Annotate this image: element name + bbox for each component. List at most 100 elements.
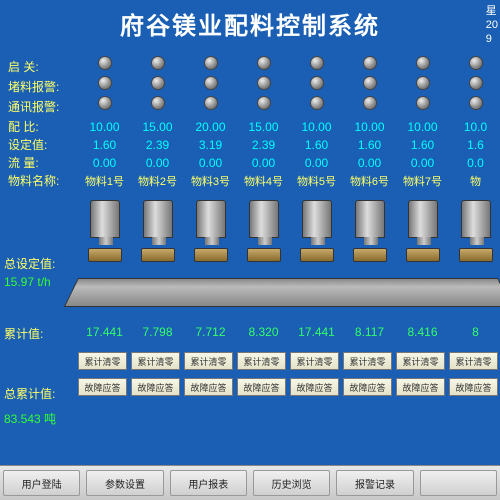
fault-button[interactable]: 故障应答 (131, 378, 180, 396)
fault-button[interactable]: 故障应答 (184, 378, 233, 396)
cum-label: 累计值: (4, 325, 43, 342)
material-name: 物料3号 (191, 176, 230, 188)
label-matname: 物料名称: (8, 172, 59, 189)
feeder-icon (353, 248, 387, 262)
fault-button[interactable]: 故障应答 (396, 378, 445, 396)
indicator-lamp[interactable] (416, 56, 430, 70)
indicator-lamp[interactable] (416, 96, 430, 110)
ratio-value: 15.00 (248, 120, 278, 134)
indicator-lamp[interactable] (310, 56, 324, 70)
silo (184, 200, 237, 262)
label-start: 启 关: (8, 58, 39, 75)
fault-button[interactable]: 故障应答 (237, 378, 286, 396)
clock-l1: 星 (486, 4, 498, 18)
set-value: 1.6 (467, 138, 484, 152)
feeder-icon (406, 248, 440, 262)
indicator-lamp[interactable] (257, 96, 271, 110)
nav-button[interactable]: 参数设置 (86, 470, 163, 496)
flow-value: 0.00 (93, 156, 116, 170)
ratio-value: 10.00 (354, 120, 384, 134)
zero-button[interactable]: 累计清零 (184, 352, 233, 370)
fault-button[interactable]: 故障应答 (343, 378, 392, 396)
zero-button-row: 累计清零累计清零累计清零累计清零累计清零累计清零累计清零累计清零 (78, 352, 500, 370)
tank-icon (355, 200, 385, 238)
indicator-lamp[interactable] (257, 56, 271, 70)
indicator-lamp[interactable] (363, 56, 377, 70)
clock-l2: 20 (486, 18, 498, 32)
set-value: 1.60 (93, 138, 116, 152)
zero-button[interactable]: 累计清零 (78, 352, 127, 370)
indicator-lamp[interactable] (469, 56, 483, 70)
tank-icon (461, 200, 491, 238)
indicator-lamp[interactable] (151, 76, 165, 90)
name-row: 物料1号物料2号物料3号物料4号物料5号物料6号物料7号物 (78, 172, 500, 190)
material-name: 物料5号 (297, 176, 336, 188)
feeder-icon (247, 248, 281, 262)
page-title: 府谷镁业配料控制系统 (0, 0, 500, 41)
indicator-lamp[interactable] (310, 76, 324, 90)
indicator-lamp[interactable] (363, 76, 377, 90)
zero-button[interactable]: 累计清零 (131, 352, 180, 370)
feeder-icon (141, 248, 175, 262)
indicator-lamp[interactable] (204, 76, 218, 90)
total-set-value: 15.97 t/h (4, 275, 51, 289)
indicator-lamp[interactable] (151, 56, 165, 70)
indicator-lamp[interactable] (363, 96, 377, 110)
silo-row (78, 200, 500, 262)
cum-value: 7.798 (131, 325, 184, 339)
cum-row: 17.4417.7987.7128.32017.4418.1178.4168 (78, 325, 500, 339)
fault-button[interactable]: 故障应答 (449, 378, 498, 396)
nav-button[interactable]: 历史浏览 (253, 470, 330, 496)
indicator-lamp[interactable] (310, 96, 324, 110)
indicator-lamp[interactable] (469, 96, 483, 110)
set-value: 3.19 (199, 138, 222, 152)
conveyor-belt (64, 278, 500, 307)
fault-button[interactable]: 故障应答 (78, 378, 127, 396)
zero-button[interactable]: 累计清零 (396, 352, 445, 370)
flow-value: 0.00 (305, 156, 328, 170)
flow-value: 0.00 (146, 156, 169, 170)
indicator-lamp[interactable] (416, 76, 430, 90)
zero-button[interactable]: 累计清零 (449, 352, 498, 370)
tank-icon (90, 200, 120, 238)
silo (131, 200, 184, 262)
cum-value: 7.712 (184, 325, 237, 339)
indicator-lamp[interactable] (204, 56, 218, 70)
indicator-lamp[interactable] (98, 56, 112, 70)
indicator-row-block (78, 76, 500, 90)
ratio-value: 10.00 (407, 120, 437, 134)
tank-icon (408, 200, 438, 238)
zero-button[interactable]: 累计清零 (343, 352, 392, 370)
total-cum-value: 83.543 吨 (4, 410, 56, 427)
set-value: 2.39 (146, 138, 169, 152)
cum-value: 17.441 (290, 325, 343, 339)
total-set-label: 总设定值: (4, 255, 55, 272)
indicator-lamp[interactable] (204, 96, 218, 110)
nav-button[interactable] (420, 470, 497, 496)
indicator-row-comm (78, 96, 500, 110)
label-block: 堵料报警: (8, 78, 59, 95)
flow-value: 0.00 (252, 156, 275, 170)
value-row-set: 1.602.393.192.391.601.601.601.6 (78, 136, 500, 154)
indicator-lamp[interactable] (469, 76, 483, 90)
feeder-icon (300, 248, 334, 262)
indicator-row-start (78, 56, 500, 70)
ratio-value: 10.00 (89, 120, 119, 134)
zero-button[interactable]: 累计清零 (290, 352, 339, 370)
indicator-lamp[interactable] (98, 76, 112, 90)
nav-button[interactable]: 用户报表 (170, 470, 247, 496)
nav-button[interactable]: 用户登陆 (3, 470, 80, 496)
indicator-lamp[interactable] (98, 96, 112, 110)
material-name: 物 (470, 176, 481, 188)
feeder-icon (459, 248, 493, 262)
indicator-lamp[interactable] (257, 76, 271, 90)
indicator-lamp[interactable] (151, 96, 165, 110)
set-value: 1.60 (358, 138, 381, 152)
zero-button[interactable]: 累计清零 (237, 352, 286, 370)
nav-button[interactable]: 报警记录 (336, 470, 413, 496)
fault-button[interactable]: 故障应答 (290, 378, 339, 396)
feeder-icon (194, 248, 228, 262)
bottom-bar: 用户登陆参数设置用户报表历史浏览报警记录 (0, 465, 500, 500)
hmi-screen: 府谷镁业配料控制系统 星 20 9 启 关: 堵料报警: 通讯报警: 配 比: … (0, 0, 500, 465)
label-ratio: 配 比: (8, 118, 39, 135)
